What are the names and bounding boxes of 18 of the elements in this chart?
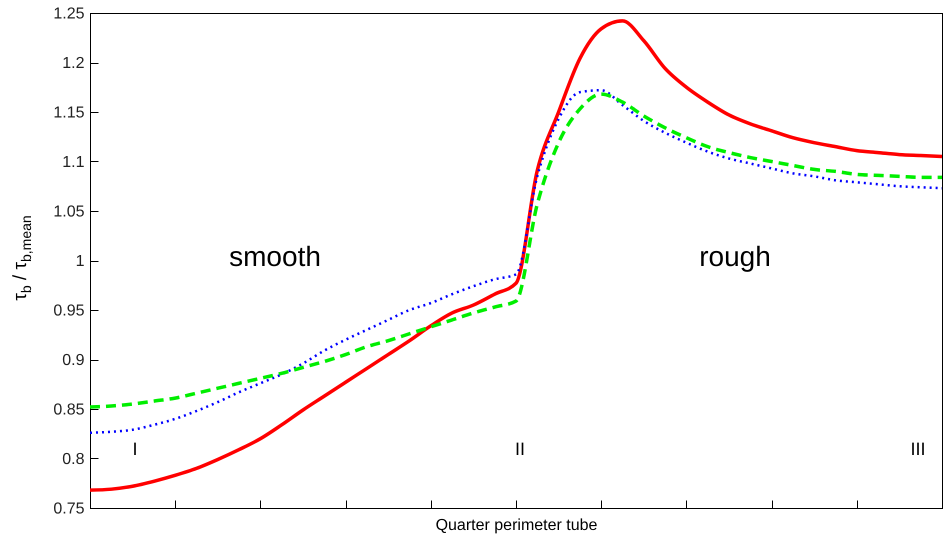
annotation: II	[514, 439, 526, 459]
y-tick-label: 1.05	[53, 204, 85, 220]
y-tick-label: 0.9	[62, 352, 85, 369]
y-tick-label: 0.75	[53, 500, 85, 518]
x-axis-title: Quarter perimeter tube	[436, 517, 598, 534]
y-tick-label: 1.25	[53, 6, 85, 22]
y-tick-label: 1.2	[62, 55, 85, 72]
annotation: I	[132, 439, 138, 459]
y-tick-label: 1	[76, 253, 85, 270]
line-series	[90, 19, 942, 492]
y-tick-label: 0.85	[53, 402, 85, 418]
annotation: rough	[699, 241, 771, 272]
y-tick-label: 1.15	[53, 104, 85, 122]
y-tick-label: 0.95	[53, 302, 85, 320]
annotation: smooth	[229, 241, 321, 272]
annotation: III	[910, 439, 926, 459]
y-tick-label: 0.8	[62, 451, 85, 468]
y-tick-label: 1.1	[62, 154, 85, 171]
